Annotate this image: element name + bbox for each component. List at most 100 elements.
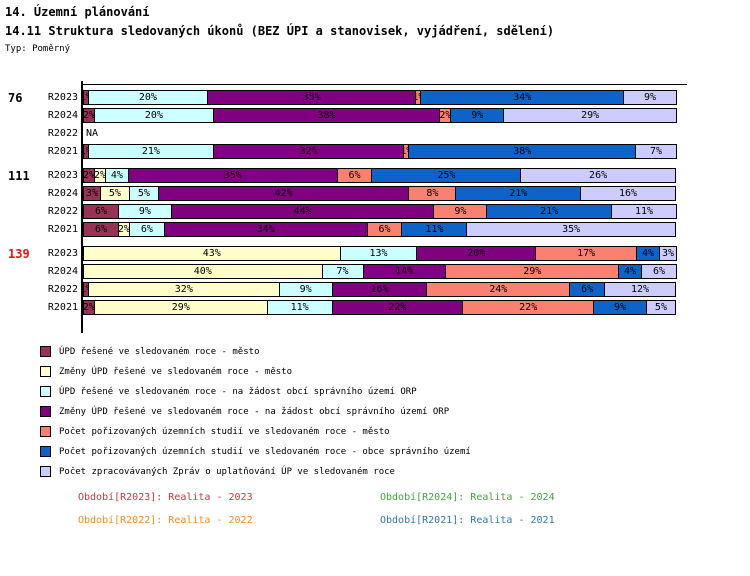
na-label: NA bbox=[86, 128, 99, 139]
bar-segment: 6% bbox=[83, 222, 119, 237]
bar-segment: 21% bbox=[87, 144, 214, 159]
bar: 1%20%35%1%34%9% bbox=[83, 90, 677, 105]
bar-segment: 11% bbox=[401, 222, 468, 237]
legend-swatch bbox=[40, 346, 51, 357]
group-count-label: 76 bbox=[8, 91, 23, 105]
bar-segment: 9% bbox=[117, 204, 172, 219]
bar-segment: 7% bbox=[321, 264, 364, 279]
period-legend-item: Období[R2021]: Realita - 2021 bbox=[380, 515, 555, 526]
bar-segment: 12% bbox=[604, 282, 676, 297]
bar-segment: 9% bbox=[593, 300, 647, 315]
legend-swatch bbox=[40, 386, 51, 397]
legend-swatch bbox=[40, 366, 51, 377]
period-legend-item: Období[R2023]: Realita - 2023 bbox=[78, 492, 253, 503]
bar: 40% 7% 14% 29% 4% 6% bbox=[83, 264, 677, 279]
bar: 1%21%32%1%38%7% bbox=[83, 144, 677, 159]
bar-segment: 6% bbox=[128, 222, 165, 237]
row-period-label: R2021 bbox=[47, 146, 78, 157]
bar-segment: 38% bbox=[212, 108, 441, 123]
bar-segment: 35% bbox=[206, 90, 417, 105]
bar-segment: 32% bbox=[212, 144, 405, 159]
bar-group: 139 R2023 43% 13% 20% 17% 4% 3% R2024 40% 7% 14% 29%… bbox=[0, 246, 750, 315]
bar-segment: 17% bbox=[535, 246, 638, 261]
legend-item: Změny ÚPD řešené ve sledovaném roce - na… bbox=[40, 406, 471, 417]
plot-top-border-line bbox=[82, 84, 687, 85]
bar-row: R2022 6% 9% 44% 9% 21% 11% bbox=[0, 204, 750, 219]
bar-row: R2023 2% 2% 4% 35% 6% 25% 26% bbox=[0, 168, 750, 183]
bar-row: R2024 2% 20% 38% 2% 9% 29% bbox=[0, 108, 750, 123]
stacked-bar-chart: 76 R2023 1%20%35%1%34%9% R2024 2%20%38%2%9%2… bbox=[0, 81, 750, 344]
legend-item: Počet zpracovávaných Zpráv o uplatňování… bbox=[40, 466, 471, 477]
chart-legend: ÚPD řešené ve sledovaném roce - město Změ… bbox=[40, 346, 471, 486]
legend-item: Změny ÚPD řešené ve sledovaném roce - mě… bbox=[40, 366, 471, 377]
bar: 6% 2% 6% 34% 6% 11% 35% bbox=[83, 222, 676, 237]
page-title: 14. Územní plánování bbox=[5, 5, 150, 19]
legend-item: Počet pořizovaných územních studií ve sl… bbox=[40, 446, 471, 457]
bar-segment: 29% bbox=[445, 264, 620, 279]
bar-row: R2021 2% 29% 11% 22% 22% 9% 5% bbox=[0, 300, 750, 315]
bar-segment: 9% bbox=[450, 108, 505, 123]
bar-segment: 22% bbox=[331, 300, 464, 315]
bar-segment: 16% bbox=[331, 282, 428, 297]
row-period-label: R2021 bbox=[47, 302, 78, 313]
bar-segment: 6% bbox=[569, 282, 606, 297]
bar-segment: 35% bbox=[466, 222, 676, 237]
bar-segment: 6% bbox=[336, 168, 373, 183]
bar-segment: 22% bbox=[462, 300, 595, 315]
bar-group: 76 R2023 1%20%35%1%34%9% R2024 2%20%38%2%9%2… bbox=[0, 90, 750, 159]
bar-segment: 40% bbox=[83, 264, 323, 279]
bar-segment: 42% bbox=[157, 186, 410, 201]
bar-segment: 3% bbox=[83, 186, 101, 201]
row-period-label: R2024 bbox=[47, 110, 78, 121]
bar: 6% 9% 44% 9% 21% 11% bbox=[83, 204, 677, 219]
bar-segment: 34% bbox=[163, 222, 368, 237]
period-legend-item: Období[R2024]: Realita - 2024 bbox=[380, 492, 555, 503]
row-period-label: R2022 bbox=[47, 206, 78, 217]
row-period-label: R2021 bbox=[47, 224, 78, 235]
bar-segment: 4% bbox=[636, 246, 660, 261]
row-period-label: R2024 bbox=[47, 188, 78, 199]
row-period-label: R2022 bbox=[47, 128, 78, 139]
bar-segment: 9% bbox=[278, 282, 333, 297]
period-legend: Období[R2023]: Realita - 2023 Období[R202… bbox=[78, 492, 555, 526]
bar: 1%32%9%16%24%6%12% bbox=[83, 282, 676, 297]
bar-segment: 38% bbox=[408, 144, 637, 159]
bar-segment: 32% bbox=[87, 282, 280, 297]
bar-row: R2022 NA bbox=[0, 126, 750, 141]
legend-item: ÚPD řešené ve sledovaném roce - město bbox=[40, 346, 471, 357]
bar-segment: 4% bbox=[618, 264, 643, 279]
bar-segment: 26% bbox=[520, 168, 676, 183]
legend-swatch bbox=[40, 446, 51, 457]
legend-item: ÚPD řešené ve sledovaném roce - na žádos… bbox=[40, 386, 471, 397]
legend-label: Počet pořizovaných územních studií ve sl… bbox=[59, 446, 471, 457]
bar-segment: 29% bbox=[93, 300, 268, 315]
row-period-label: R2023 bbox=[47, 248, 78, 259]
period-legend-item: Období[R2022]: Realita - 2022 bbox=[78, 515, 253, 526]
legend-label: Změny ÚPD řešené ve sledovaném roce - mě… bbox=[59, 366, 292, 377]
bar: 43% 13% 20% 17% 4% 3% bbox=[83, 246, 677, 261]
bar-segment: 44% bbox=[170, 204, 435, 219]
bar-segment: 4% bbox=[104, 168, 129, 183]
legend-item: Počet pořizovaných územních studií ve sl… bbox=[40, 426, 471, 437]
bar: NA bbox=[83, 126, 98, 141]
bar-segment: 8% bbox=[408, 186, 457, 201]
bar-segment: 21% bbox=[455, 186, 582, 201]
bar-segment: 43% bbox=[83, 246, 341, 261]
row-period-label: R2023 bbox=[47, 170, 78, 181]
chart-title: 14.11 Struktura sledovaných úkonů (BEZ Ú… bbox=[5, 24, 555, 38]
legend-swatch bbox=[40, 466, 51, 477]
bar-segment: 20% bbox=[87, 90, 208, 105]
row-period-label: R2022 bbox=[47, 284, 78, 295]
row-period-label: R2023 bbox=[47, 92, 78, 103]
bar-row: R2023 43% 13% 20% 17% 4% 3% bbox=[0, 246, 750, 261]
bar-segment: 9% bbox=[623, 90, 677, 105]
group-count-label: 111 bbox=[8, 169, 30, 183]
bar-segment: 6% bbox=[366, 222, 403, 237]
bar-row: R2021 6% 2% 6% 34% 6% 11% 35% bbox=[0, 222, 750, 237]
bar-segment: 20% bbox=[93, 108, 214, 123]
bar-segment: 24% bbox=[426, 282, 571, 297]
bar-row: R2021 1%21%32%1%38%7% bbox=[0, 144, 750, 159]
bar-segment: 5% bbox=[128, 186, 159, 201]
bar-segment: 16% bbox=[580, 186, 676, 201]
bar-segment: 34% bbox=[420, 90, 625, 105]
